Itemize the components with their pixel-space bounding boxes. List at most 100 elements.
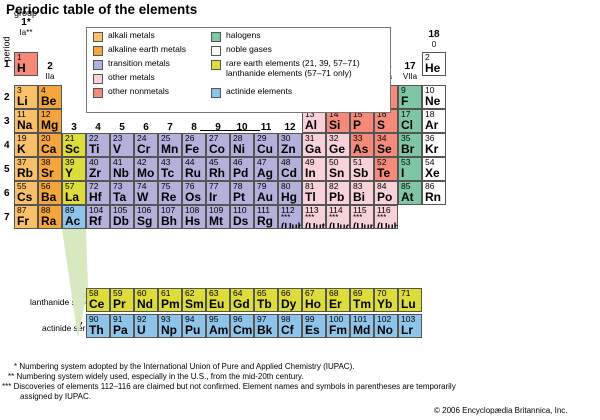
element-rn[interactable]: 86 Rn [422, 181, 446, 205]
element-k[interactable]: 19 K [14, 133, 38, 157]
element-po[interactable]: 84 Po [374, 181, 398, 205]
element-be[interactable]: 4 Be [38, 85, 62, 109]
element-ca[interactable]: 20 Ca [38, 133, 62, 157]
element-w[interactable]: 74 W [134, 181, 158, 205]
element-kr[interactable]: 36 Kr [422, 133, 446, 157]
element-rg[interactable]: 111 Rg [254, 205, 278, 229]
element-ar[interactable]: 18 Ar [422, 109, 446, 133]
element-re[interactable]: 75 Re [158, 181, 182, 205]
element-pt[interactable]: 78 Pt [230, 181, 254, 205]
element-bk[interactable]: 97 Bk [254, 314, 278, 338]
element-uup[interactable]: 115***(Uup) [350, 205, 374, 229]
element-y[interactable]: 39 Y [62, 157, 86, 181]
element-ni[interactable]: 28 Ni [230, 133, 254, 157]
element-sg[interactable]: 106 Sg [134, 205, 158, 229]
element-er[interactable]: 68 Er [326, 288, 350, 312]
element-hg[interactable]: 80 Hg [278, 181, 302, 205]
element-md[interactable]: 101 Md [350, 314, 374, 338]
element-bi[interactable]: 83 Bi [350, 181, 374, 205]
element-nd[interactable]: 60 Nd [134, 288, 158, 312]
element-pb[interactable]: 82 Pb [326, 181, 350, 205]
element-ra[interactable]: 88 Ra [38, 205, 62, 229]
element-cd[interactable]: 48 Cd [278, 157, 302, 181]
element-xe[interactable]: 54 Xe [422, 157, 446, 181]
element-cl[interactable]: 17 Cl [398, 109, 422, 133]
element-uuq[interactable]: 114***(Uuq) [326, 205, 350, 229]
element-mt[interactable]: 109 Mt [206, 205, 230, 229]
element-cu[interactable]: 29 Cu [254, 133, 278, 157]
element-db[interactable]: 105 Db [110, 205, 134, 229]
element-ds[interactable]: 110 Ds [230, 205, 254, 229]
element-fm[interactable]: 100 Fm [326, 314, 350, 338]
element-ho[interactable]: 67 Ho [302, 288, 326, 312]
element-te[interactable]: 52 Te [374, 157, 398, 181]
element-as[interactable]: 33 As [350, 133, 374, 157]
element-i[interactable]: 53 I [398, 157, 422, 181]
element-gd[interactable]: 64 Gd [230, 288, 254, 312]
element-sb[interactable]: 51 Sb [350, 157, 374, 181]
element-in[interactable]: 49 In [302, 157, 326, 181]
element-cf[interactable]: 98 Cf [278, 314, 302, 338]
element-tm[interactable]: 69 Tm [350, 288, 374, 312]
element-ce[interactable]: 58 Ce [86, 288, 110, 312]
element-ir[interactable]: 77 Ir [206, 181, 230, 205]
element-at[interactable]: 85 At [398, 181, 422, 205]
element-lu[interactable]: 71 Lu [398, 288, 422, 312]
element-ta[interactable]: 73 Ta [110, 181, 134, 205]
element-np[interactable]: 93 Np [158, 314, 182, 338]
element-sc[interactable]: 21 Sc [62, 133, 86, 157]
element-mn[interactable]: 25 Mn [158, 133, 182, 157]
element-al[interactable]: 13 Al [302, 109, 326, 133]
element-sm[interactable]: 62 Sm [182, 288, 206, 312]
element-yb[interactable]: 70 Yb [374, 288, 398, 312]
element-mo[interactable]: 42 Mo [134, 157, 158, 181]
element-ga[interactable]: 31 Ga [302, 133, 326, 157]
element-dy[interactable]: 66 Dy [278, 288, 302, 312]
element-ac[interactable]: 89 Ac [62, 205, 86, 229]
element-uuh[interactable]: 116***(Uuh) [374, 205, 398, 229]
element-ti[interactable]: 22 Ti [86, 133, 110, 157]
element-ag[interactable]: 47 Ag [254, 157, 278, 181]
element-u[interactable]: 92 U [134, 314, 158, 338]
element-tb[interactable]: 65 Tb [254, 288, 278, 312]
element-uub[interactable]: 112***(Uub) [278, 205, 302, 229]
element-he[interactable]: 2 He [422, 52, 446, 76]
element-nb[interactable]: 41 Nb [110, 157, 134, 181]
element-pr[interactable]: 59 Pr [110, 288, 134, 312]
element-cs[interactable]: 55 Cs [14, 181, 38, 205]
element-ba[interactable]: 56 Ba [38, 181, 62, 205]
element-pd[interactable]: 46 Pd [230, 157, 254, 181]
element-lr[interactable]: 103 Lr [398, 314, 422, 338]
element-li[interactable]: 3 Li [14, 85, 38, 109]
element-es[interactable]: 99 Es [302, 314, 326, 338]
element-tl[interactable]: 81 Tl [302, 181, 326, 205]
element-eu[interactable]: 63 Eu [206, 288, 230, 312]
element-fe[interactable]: 26 Fe [182, 133, 206, 157]
element-zr[interactable]: 40 Zr [86, 157, 110, 181]
element-v[interactable]: 23 V [110, 133, 134, 157]
element-si[interactable]: 14 Si [326, 109, 350, 133]
element-ne[interactable]: 10 Ne [422, 85, 446, 109]
element-se[interactable]: 34 Se [374, 133, 398, 157]
element-pu[interactable]: 94 Pu [182, 314, 206, 338]
element-rh[interactable]: 45 Rh [206, 157, 230, 181]
element-tc[interactable]: 43 Tc [158, 157, 182, 181]
element-cr[interactable]: 24 Cr [134, 133, 158, 157]
element-sr[interactable]: 38 Sr [38, 157, 62, 181]
element-no[interactable]: 102 No [374, 314, 398, 338]
element-sn[interactable]: 50 Sn [326, 157, 350, 181]
element-am[interactable]: 95 Am [206, 314, 230, 338]
element-rf[interactable]: 104 Rf [86, 205, 110, 229]
element-hf[interactable]: 72 Hf [86, 181, 110, 205]
element-fr[interactable]: 87 Fr [14, 205, 38, 229]
element-zn[interactable]: 30 Zn [278, 133, 302, 157]
element-mg[interactable]: 12 Mg [38, 109, 62, 133]
element-na[interactable]: 11 Na [14, 109, 38, 133]
element-uut[interactable]: 113 *** (Uut) [302, 205, 326, 229]
element-la[interactable]: 57 La [62, 181, 86, 205]
element-ge[interactable]: 32 Ge [326, 133, 350, 157]
element-pa[interactable]: 91 Pa [110, 314, 134, 338]
element-hs[interactable]: 108 Hs [182, 205, 206, 229]
